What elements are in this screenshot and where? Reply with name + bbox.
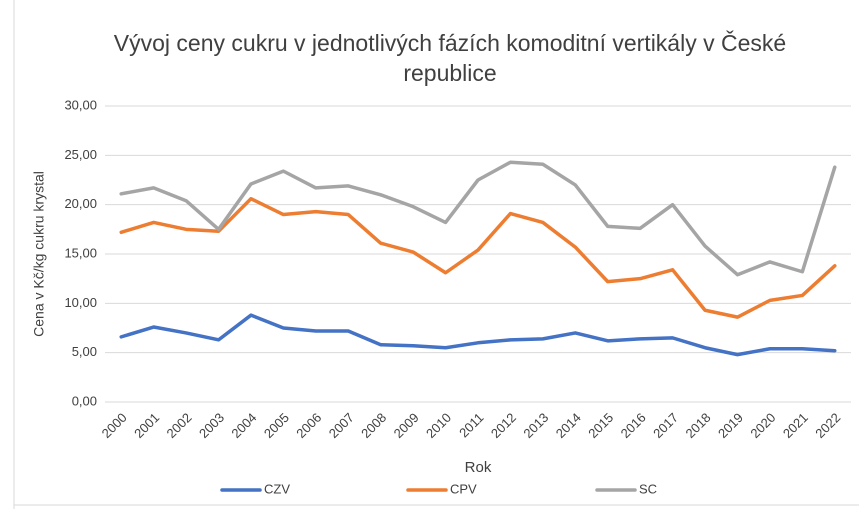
line-series — [119, 313, 837, 357]
y-tick-label: 5,00 — [72, 344, 97, 359]
x-tick-label: 2017 — [650, 410, 681, 441]
x-tick-label: 2006 — [293, 410, 324, 441]
x-tick-label: 2012 — [488, 410, 519, 441]
y-tick-label: 30,00 — [64, 97, 97, 112]
legend-label: CPV — [450, 481, 477, 496]
x-tick-label: 2000 — [99, 410, 130, 441]
x-tick-label: 2022 — [812, 410, 843, 441]
x-tick-label: 2021 — [780, 410, 811, 441]
x-tick-label: 2004 — [228, 410, 259, 441]
x-tick-label: 2003 — [196, 410, 227, 441]
x-tick-label: 2018 — [683, 410, 714, 441]
x-tick-label: 2008 — [358, 410, 389, 441]
x-tick-label: 2001 — [131, 410, 162, 441]
line-series — [119, 196, 837, 319]
x-tick-label: 2014 — [553, 410, 584, 441]
y-tick-label: 20,00 — [64, 196, 97, 211]
x-tick-label: 2015 — [585, 410, 616, 441]
y-axis-label: Cena v Kč/kg cukru krystal — [31, 171, 47, 337]
line-series — [119, 160, 837, 277]
chart-title: Vývoj ceny cukru v jednotlivých fázích k… — [113, 30, 787, 86]
y-tick-label: 15,00 — [64, 245, 97, 260]
x-tick-label: 2002 — [164, 410, 195, 441]
x-tick-label: 2009 — [391, 410, 422, 441]
x-tick-label: 2007 — [326, 410, 357, 441]
y-tick-label: 0,00 — [72, 393, 97, 408]
x-tick-label: 2016 — [618, 410, 649, 441]
x-tick-label: 2020 — [747, 410, 778, 441]
y-tick-label: 25,00 — [64, 147, 97, 162]
x-tick-label: 2005 — [261, 410, 292, 441]
x-tick-label: 2013 — [520, 410, 551, 441]
x-axis-label: Rok — [465, 459, 492, 476]
y-tick-label: 10,00 — [64, 295, 97, 310]
legend-label: SC — [639, 481, 657, 496]
x-tick-label: 2010 — [423, 410, 454, 441]
x-tick-label: 2011 — [456, 410, 486, 440]
x-tick-label: 2019 — [715, 410, 746, 441]
legend-label: CZV — [264, 481, 290, 496]
